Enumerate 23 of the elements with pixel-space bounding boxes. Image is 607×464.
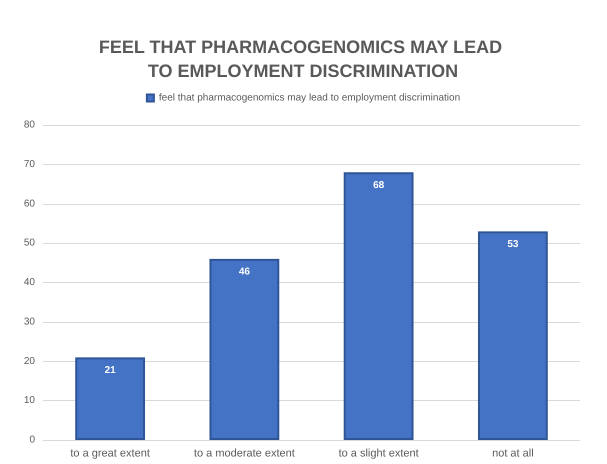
y-tick-label: 40: [24, 277, 36, 288]
bar: [344, 172, 414, 440]
legend-label: feel that pharmacogenomics may lead to employment discrimination: [158, 92, 460, 104]
data-label: 21: [104, 364, 116, 376]
data-label: 68: [373, 180, 385, 191]
y-tick-label: 10: [24, 395, 36, 406]
x-tick-label: to a great extent: [70, 448, 150, 460]
x-tick-label: not at all: [492, 448, 534, 460]
y-tick-label: 50: [24, 238, 36, 249]
y-tick-label: 70: [24, 158, 36, 170]
y-tick-label: 20: [24, 356, 36, 367]
data-label: 53: [507, 238, 519, 250]
y-tick-label: 0: [29, 434, 36, 446]
bar: [209, 258, 280, 440]
bar: [75, 357, 146, 440]
x-tick-label: to a slight extent: [338, 448, 419, 460]
y-tick-label: 80: [24, 120, 36, 130]
y-tick-label: 60: [24, 198, 36, 210]
bar: [478, 231, 548, 440]
data-label: 46: [238, 266, 250, 278]
x-tick-label: to a moderate extent: [194, 448, 295, 460]
y-tick-label: 30: [24, 316, 36, 328]
chart-title: FEEL THAT PHARMACOGENOMICS MAY LEAD TO EMPLOYMENT DISCRIMINATION: [98, 37, 508, 81]
